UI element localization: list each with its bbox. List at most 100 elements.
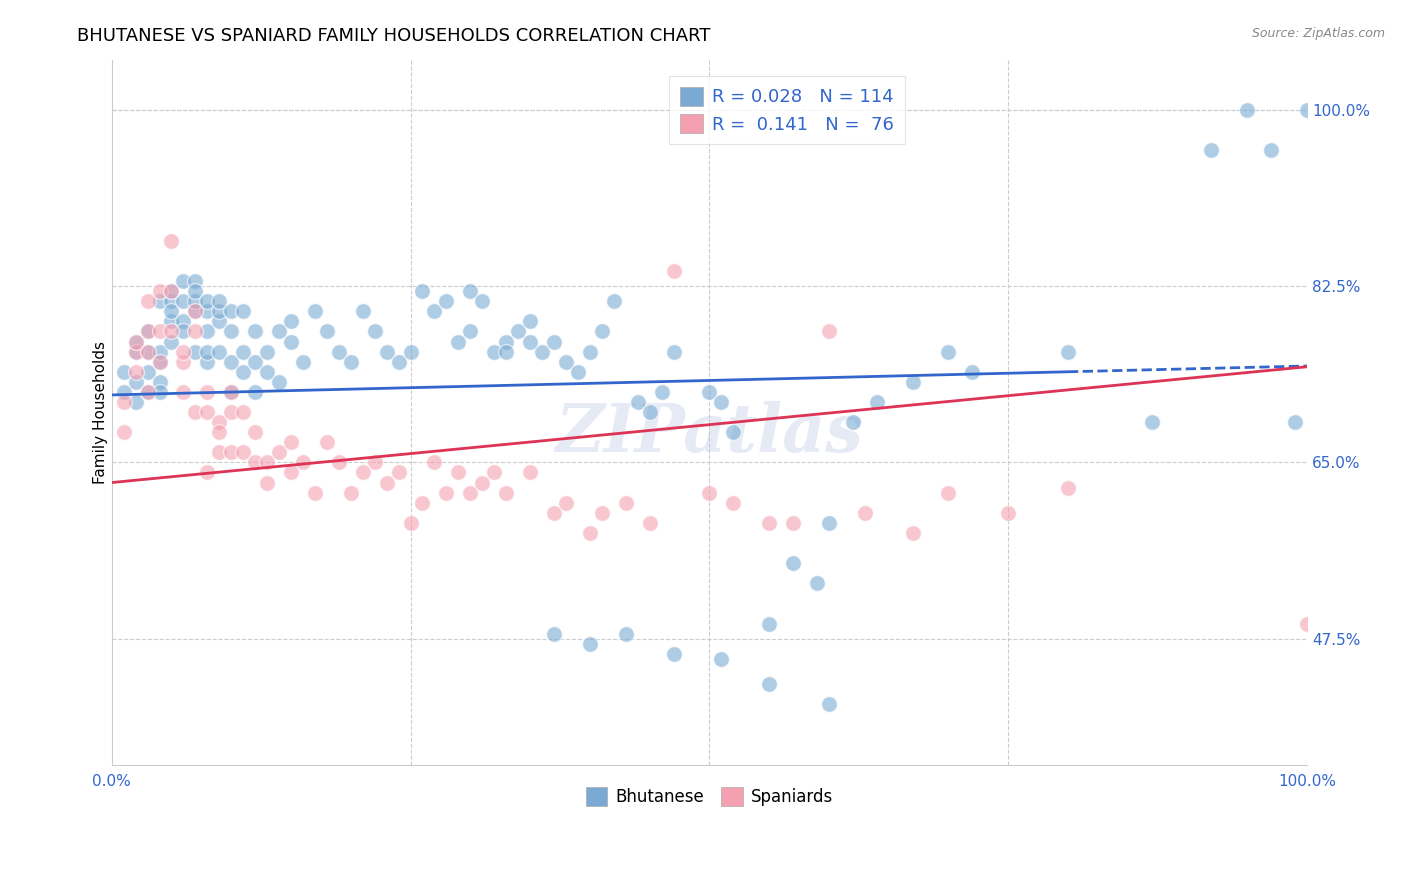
Point <box>208 344 231 359</box>
Point <box>256 475 278 490</box>
Point <box>124 365 146 379</box>
Point <box>901 375 924 389</box>
Point <box>363 455 385 469</box>
Legend: Bhutanese, Spaniards: Bhutanese, Spaniards <box>575 778 844 816</box>
Point <box>219 354 242 368</box>
Point <box>484 344 506 359</box>
Point <box>195 354 218 368</box>
Point <box>1057 481 1080 495</box>
Point <box>172 325 194 339</box>
Point <box>208 294 231 309</box>
Point <box>818 325 841 339</box>
Point <box>148 294 170 309</box>
Point <box>399 516 422 530</box>
Point <box>136 384 159 399</box>
Point <box>124 334 146 349</box>
Point <box>997 506 1019 520</box>
Point <box>267 445 290 459</box>
Point <box>591 506 613 520</box>
Point <box>208 445 231 459</box>
Point <box>818 697 841 711</box>
Point <box>758 677 780 691</box>
Point <box>195 325 218 339</box>
Point <box>112 384 135 399</box>
Point <box>1296 103 1319 117</box>
Point <box>411 496 433 510</box>
Point <box>1140 415 1163 429</box>
Point <box>662 344 685 359</box>
Point <box>579 344 602 359</box>
Point <box>471 475 494 490</box>
Point <box>148 354 170 368</box>
Point <box>160 294 183 309</box>
Point <box>256 455 278 469</box>
Point <box>1201 143 1223 157</box>
Point <box>112 395 135 409</box>
Point <box>638 516 661 530</box>
Point <box>723 425 745 440</box>
Point <box>387 466 409 480</box>
Point <box>651 384 673 399</box>
Point <box>782 516 804 530</box>
Point <box>423 304 446 318</box>
Point <box>853 506 876 520</box>
Point <box>555 496 578 510</box>
Point <box>531 344 554 359</box>
Point <box>280 435 302 450</box>
Point <box>148 384 170 399</box>
Point <box>136 384 159 399</box>
Point <box>434 294 457 309</box>
Point <box>339 485 361 500</box>
Point <box>160 284 183 298</box>
Point <box>291 455 314 469</box>
Point <box>399 344 422 359</box>
Point <box>352 304 374 318</box>
Point <box>243 455 266 469</box>
Point <box>184 284 207 298</box>
Point <box>172 344 194 359</box>
Point <box>495 344 517 359</box>
Point <box>495 485 517 500</box>
Point <box>124 344 146 359</box>
Point <box>148 344 170 359</box>
Point <box>758 616 780 631</box>
Point <box>280 466 302 480</box>
Point <box>219 405 242 419</box>
Point <box>363 325 385 339</box>
Point <box>543 506 565 520</box>
Point <box>304 304 326 318</box>
Point <box>938 485 960 500</box>
Point <box>699 384 721 399</box>
Text: Source: ZipAtlas.com: Source: ZipAtlas.com <box>1251 27 1385 40</box>
Point <box>1057 344 1080 359</box>
Point <box>460 485 482 500</box>
Point <box>124 395 146 409</box>
Point <box>782 556 804 570</box>
Point <box>112 425 135 440</box>
Y-axis label: Family Households: Family Households <box>93 341 108 483</box>
Point <box>195 294 218 309</box>
Point <box>591 325 613 339</box>
Point <box>219 304 242 318</box>
Point <box>148 354 170 368</box>
Point <box>172 294 194 309</box>
Point <box>256 365 278 379</box>
Point <box>136 325 159 339</box>
Point <box>423 455 446 469</box>
Point <box>208 314 231 328</box>
Point <box>866 395 889 409</box>
Point <box>579 525 602 540</box>
Point <box>662 647 685 661</box>
Point <box>160 325 183 339</box>
Point <box>555 354 578 368</box>
Point <box>460 284 482 298</box>
Point <box>232 344 254 359</box>
Point <box>375 475 398 490</box>
Point <box>519 314 541 328</box>
Point <box>184 325 207 339</box>
Point <box>195 384 218 399</box>
Point <box>219 445 242 459</box>
Point <box>160 334 183 349</box>
Point <box>447 334 470 349</box>
Point <box>519 466 541 480</box>
